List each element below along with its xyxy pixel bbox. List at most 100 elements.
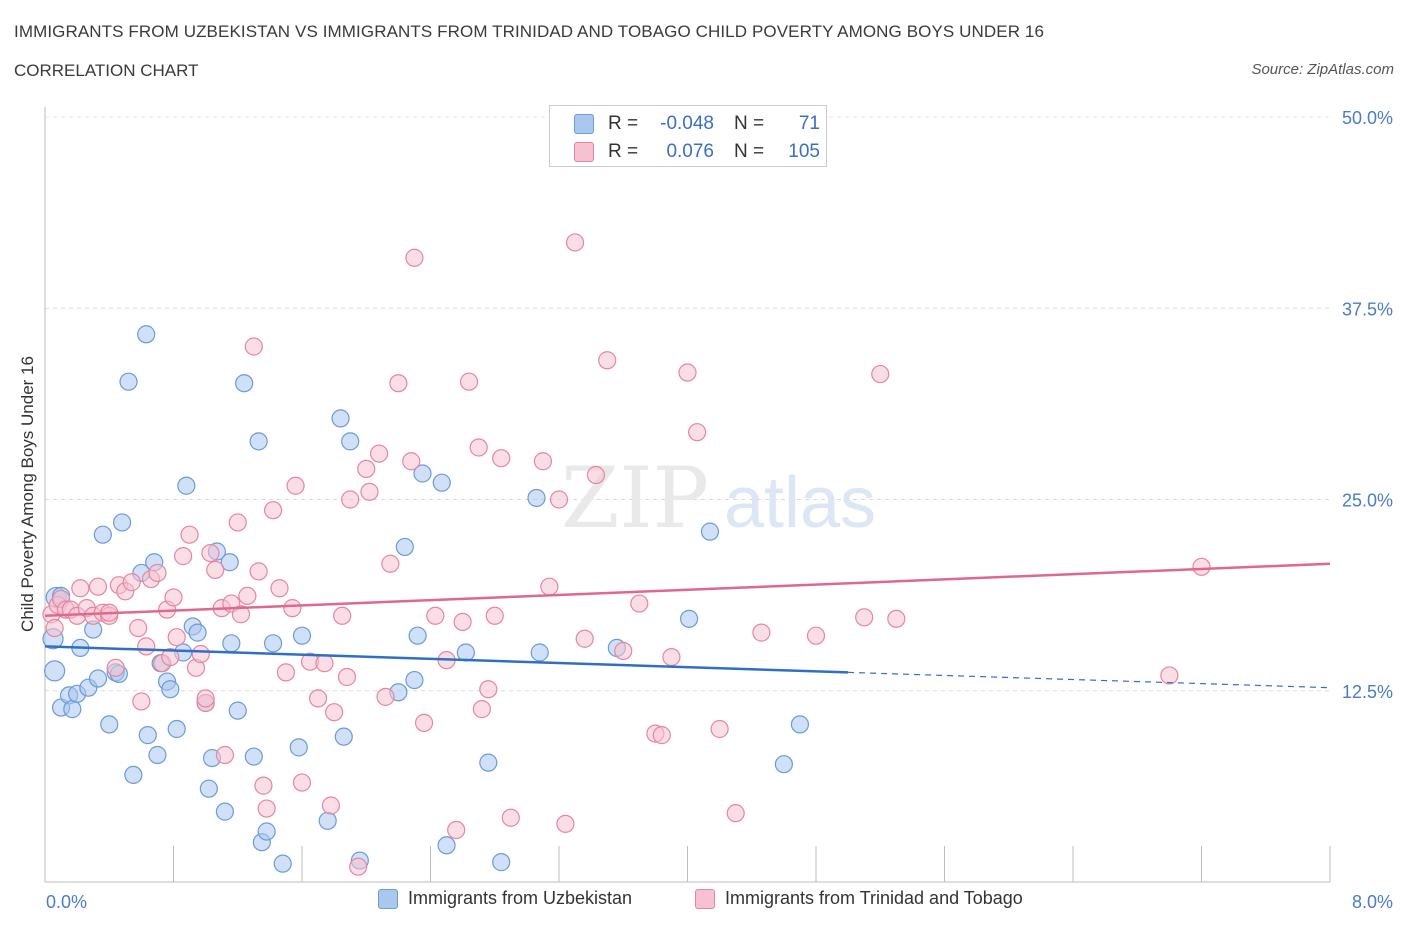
tick-labels: 12.5% 25.0% 37.5% 50.0% 0.0% 8.0% — [46, 108, 1393, 912]
data-point — [235, 374, 254, 393]
data-point — [492, 853, 511, 872]
trend-line-uzbekistan — [44, 645, 849, 674]
legend-swatch-uzbekistan — [574, 114, 594, 134]
legend-swatch-uzbekistan — [378, 888, 398, 909]
legend-item-trinidad-tobago[interactable]: Immigrants from Trinidad and Tobago — [695, 888, 1023, 909]
trend-line-uzbekistan-extension — [848, 671, 1331, 689]
data-point — [44, 660, 66, 682]
data-point — [231, 605, 251, 624]
y-tick-label: 50.0% — [1342, 108, 1393, 128]
data-point — [887, 609, 906, 628]
stats-row-trinidad-tobago: R = 0.076 N = 105 — [574, 139, 820, 165]
r-label: R = — [608, 141, 639, 162]
data-point — [530, 643, 549, 662]
data-point — [222, 634, 241, 653]
data-point — [459, 372, 479, 391]
data-point — [315, 654, 334, 673]
trend-lines — [44, 562, 1331, 689]
data-point — [148, 745, 167, 765]
data-point — [228, 513, 247, 532]
data-point — [201, 543, 220, 563]
trend-line-trinidad-tobago — [44, 562, 1331, 618]
data-point — [270, 579, 289, 598]
data-point — [167, 719, 186, 739]
source-label: Source: ZipAtlas.com — [1251, 61, 1394, 78]
data-point — [586, 465, 606, 485]
data-point — [257, 799, 276, 818]
data-point — [501, 808, 520, 827]
data-point — [308, 689, 328, 708]
x-tick-label: 8.0% — [1352, 892, 1393, 912]
r-value: 0.076 — [666, 141, 714, 162]
data-point — [283, 599, 302, 618]
legend-item-uzbekistan[interactable]: Immigrants from Uzbekistan — [378, 888, 632, 909]
data-point — [263, 501, 283, 520]
data-point — [414, 713, 434, 732]
data-point — [395, 537, 414, 557]
data-point — [249, 562, 268, 581]
data-point — [191, 644, 210, 664]
data-point — [678, 363, 697, 382]
data-point — [334, 727, 353, 746]
data-point — [63, 700, 82, 719]
data-point — [112, 513, 132, 532]
data-point — [726, 804, 745, 823]
data-point — [447, 820, 466, 840]
axes — [44, 107, 1331, 883]
series-uzbekistan — [42, 325, 810, 873]
data-point — [325, 703, 344, 722]
data-point — [148, 563, 167, 583]
data-point — [257, 822, 276, 841]
data-point — [630, 594, 649, 613]
data-point — [453, 612, 472, 632]
data-point — [137, 637, 156, 656]
data-point — [122, 573, 141, 592]
watermark-atlas: atlas — [724, 463, 876, 543]
data-point — [132, 692, 151, 711]
data-point — [199, 779, 218, 798]
data-point — [556, 814, 575, 833]
data-point — [180, 525, 199, 544]
data-point — [565, 233, 585, 252]
data-point — [333, 606, 352, 625]
data-point — [575, 629, 594, 648]
data-point — [331, 409, 350, 428]
data-point — [167, 628, 186, 647]
legend-label-trinidad-tobago: Immigrants from Trinidad and Tobago — [725, 888, 1023, 908]
data-point — [405, 248, 424, 267]
data-point — [492, 449, 511, 468]
data-point — [855, 608, 874, 627]
y-tick-label: 12.5% — [1342, 682, 1393, 702]
data-point — [370, 444, 389, 463]
data-point — [188, 623, 207, 642]
data-point — [276, 663, 296, 682]
data-point — [292, 626, 312, 645]
data-point — [405, 670, 424, 690]
data-point — [485, 606, 504, 625]
y-axis-label: Child Poverty Among Boys Under 16 — [18, 356, 37, 632]
watermark-zip: ZIP — [561, 449, 709, 547]
data-point — [389, 374, 408, 393]
data-point — [360, 482, 379, 501]
data-point — [244, 747, 263, 766]
data-point — [129, 618, 148, 638]
data-point — [244, 337, 263, 356]
data-point — [527, 488, 546, 508]
data-point — [680, 609, 699, 628]
data-point — [215, 745, 234, 765]
data-point — [806, 626, 826, 645]
y-tick-label: 37.5% — [1342, 299, 1393, 319]
data-point — [341, 490, 360, 509]
data-point — [238, 586, 257, 605]
data-point — [652, 726, 671, 745]
data-point — [206, 560, 225, 579]
data-point — [752, 623, 771, 642]
data-point — [341, 432, 360, 451]
data-point — [402, 452, 421, 471]
y-tick-label: 25.0% — [1342, 491, 1393, 511]
data-point — [479, 680, 498, 699]
data-point — [533, 452, 553, 471]
n-label: N = — [734, 141, 765, 162]
data-point — [88, 669, 108, 688]
data-point — [337, 667, 357, 687]
